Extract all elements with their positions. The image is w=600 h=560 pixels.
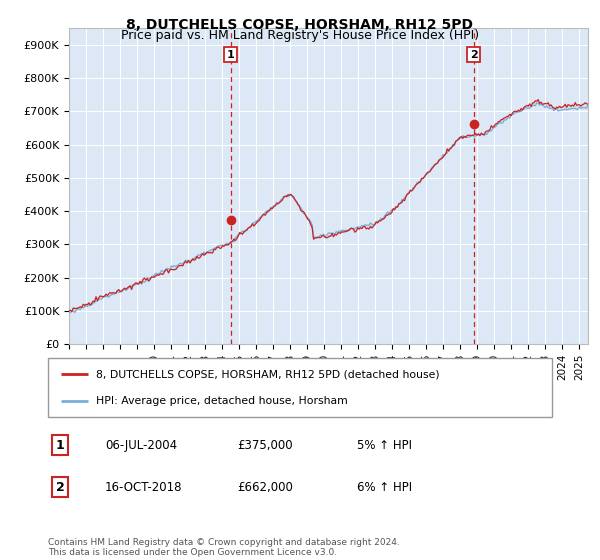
Text: HPI: Average price, detached house, Horsham: HPI: Average price, detached house, Hors… <box>96 396 347 407</box>
Text: 16-OCT-2018: 16-OCT-2018 <box>105 480 182 494</box>
Text: 8, DUTCHELLS COPSE, HORSHAM, RH12 5PD (detached house): 8, DUTCHELLS COPSE, HORSHAM, RH12 5PD (d… <box>96 369 440 379</box>
Text: Price paid vs. HM Land Registry's House Price Index (HPI): Price paid vs. HM Land Registry's House … <box>121 29 479 42</box>
Text: £375,000: £375,000 <box>237 438 293 452</box>
Text: 2: 2 <box>56 480 64 494</box>
Text: £662,000: £662,000 <box>237 480 293 494</box>
Text: 2: 2 <box>470 50 478 60</box>
Text: 6% ↑ HPI: 6% ↑ HPI <box>357 480 412 494</box>
Text: Contains HM Land Registry data © Crown copyright and database right 2024.
This d: Contains HM Land Registry data © Crown c… <box>48 538 400 557</box>
Text: 1: 1 <box>227 50 235 60</box>
Text: 8, DUTCHELLS COPSE, HORSHAM, RH12 5PD: 8, DUTCHELLS COPSE, HORSHAM, RH12 5PD <box>127 18 473 32</box>
Text: 1: 1 <box>56 438 64 452</box>
Text: 06-JUL-2004: 06-JUL-2004 <box>105 438 177 452</box>
Text: 5% ↑ HPI: 5% ↑ HPI <box>357 438 412 452</box>
FancyBboxPatch shape <box>48 358 552 417</box>
